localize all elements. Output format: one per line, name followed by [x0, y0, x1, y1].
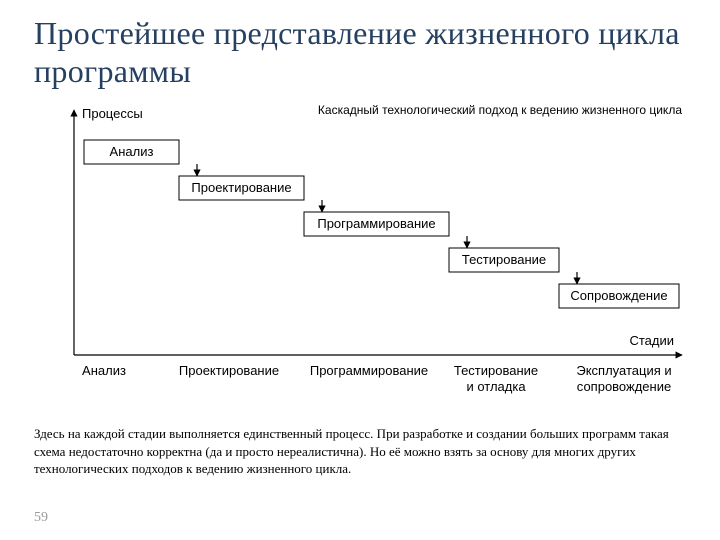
stage-label: Программирование [310, 363, 428, 378]
stage-label: Эксплуатация исопровождение [576, 363, 671, 394]
box-label-testing: Тестирование [462, 252, 546, 267]
stage-label: Тестированиеи отладка [454, 363, 538, 394]
diagram-subtitle: Каскадный технологический подход к веден… [318, 103, 682, 117]
box-label-maintenance: Сопровождение [570, 288, 667, 303]
box-label-analysis: Анализ [110, 144, 154, 159]
page-number: 59 [34, 510, 48, 526]
slide-title: Простейшее представление жизненного цикл… [34, 14, 694, 91]
y-axis-label: Процессы [82, 106, 143, 121]
waterfall-diagram: Процессы Стадии Каскадный технологический … [34, 100, 694, 410]
stage-label: Проектирование [179, 363, 279, 378]
footer-paragraph: Здесь на каждой стадии выполняется единс… [34, 425, 694, 478]
box-label-design: Проектирование [191, 180, 291, 195]
diagram-svg: Процессы Стадии Каскадный технологический … [34, 100, 694, 410]
x-axis-label: Стадии [629, 333, 674, 348]
box-label-programming: Программирование [317, 216, 435, 231]
stage-label: Анализ [82, 363, 126, 378]
